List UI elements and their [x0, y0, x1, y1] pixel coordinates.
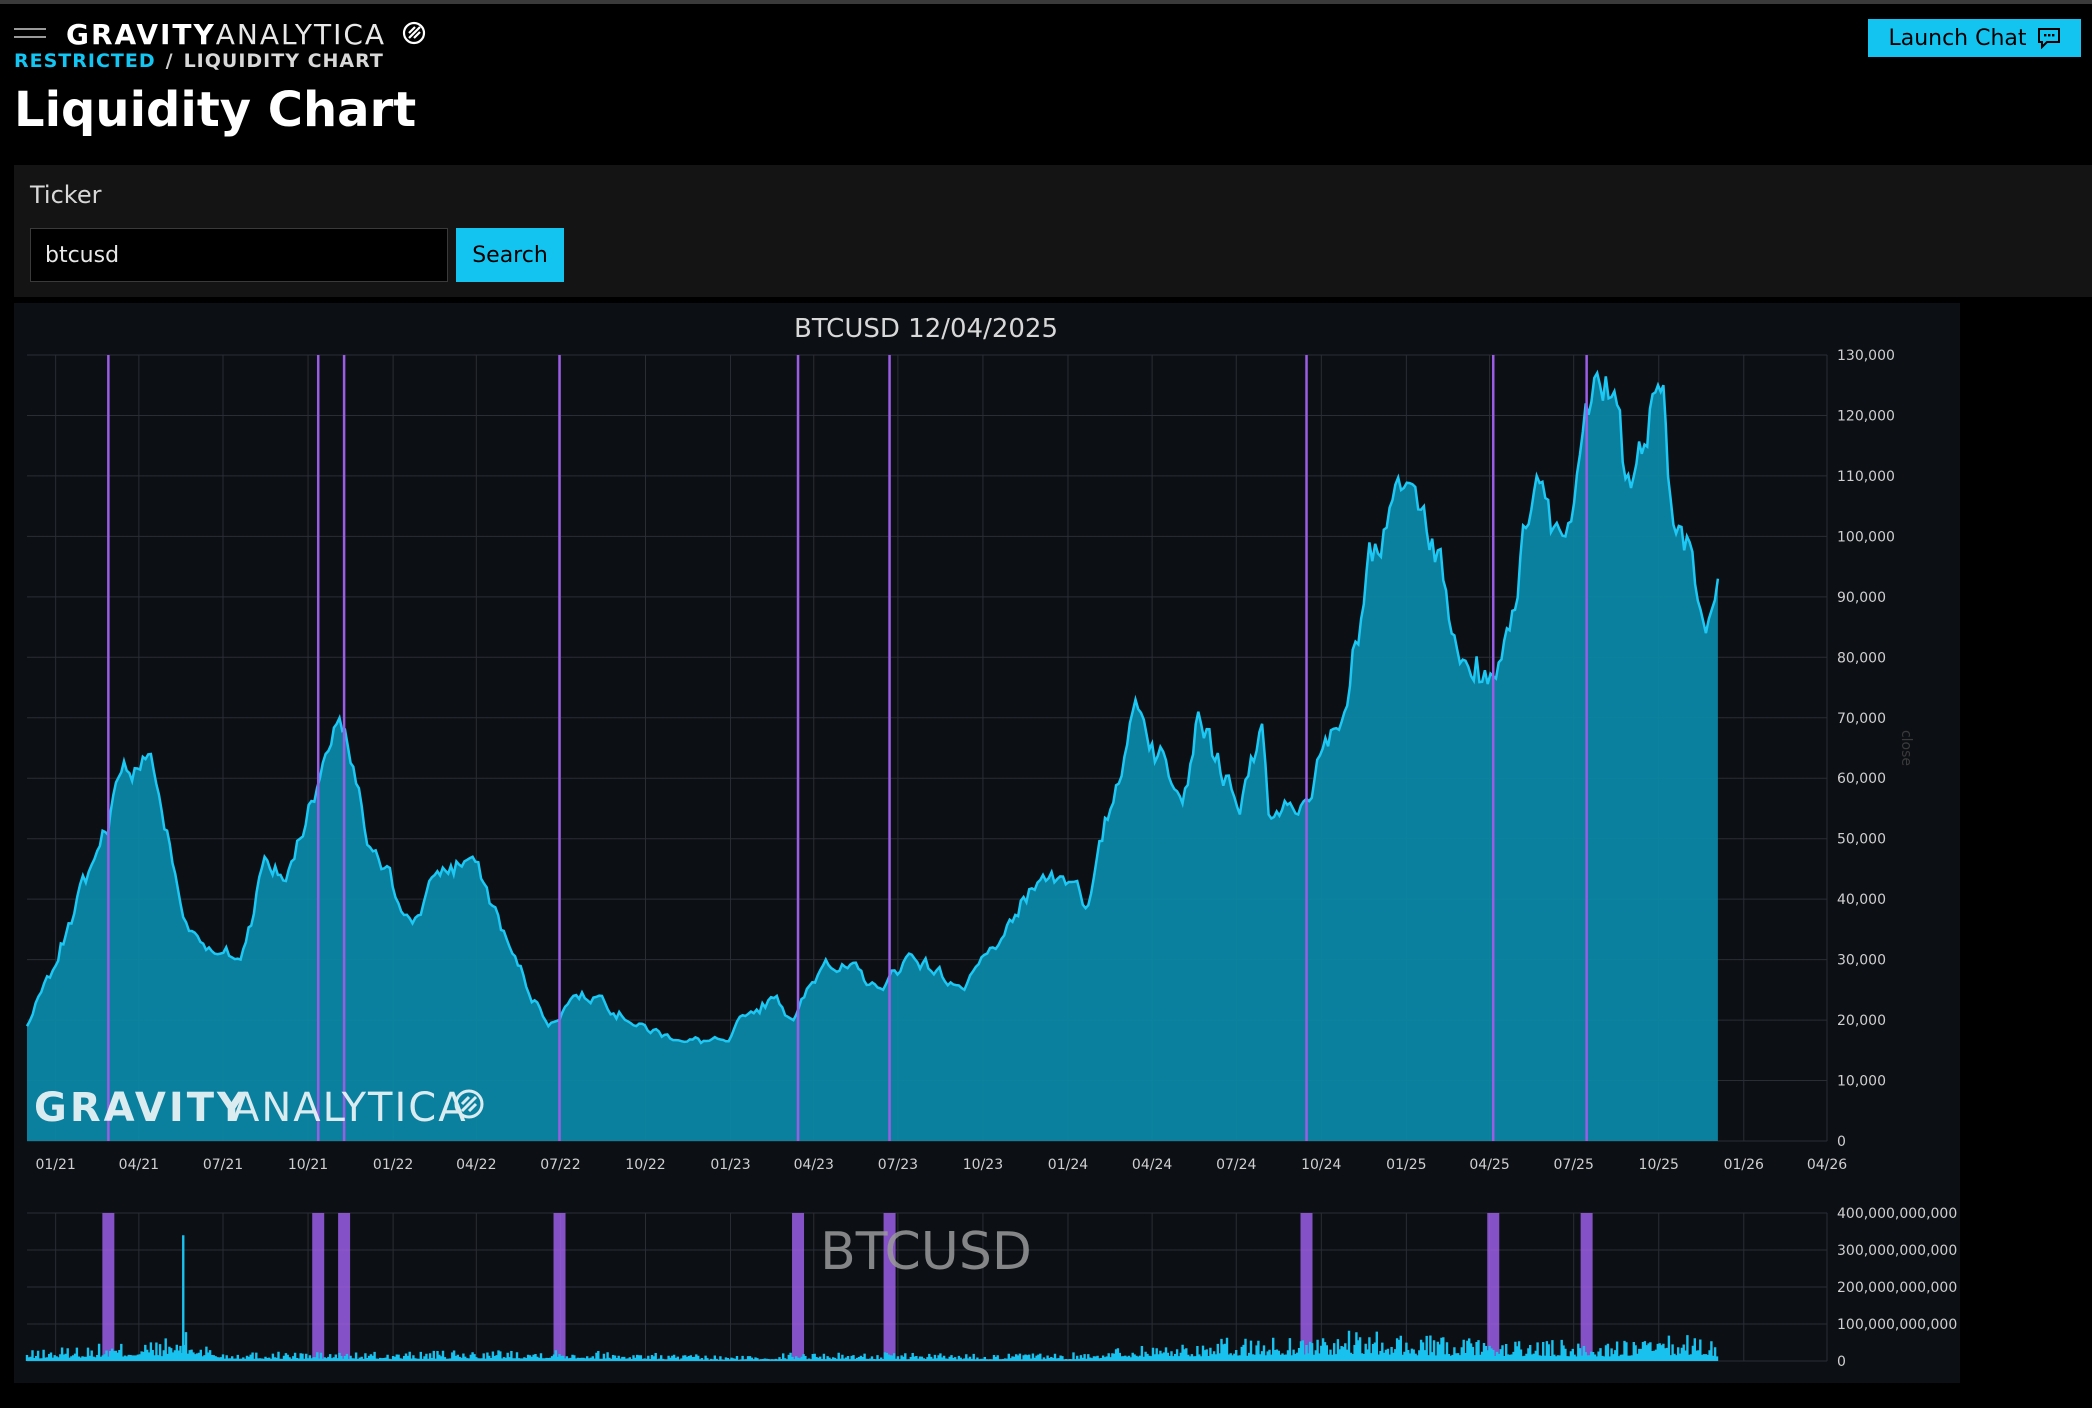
main-chart-title: BTCUSD 12/04/2025	[794, 314, 1058, 344]
main-x-tick-label: 01/26	[1724, 1157, 1764, 1173]
main-y-tick-label: 50,000	[1837, 832, 1886, 848]
volume-chart-axes: 0 100,000,000,000 200,000,000,000 300,000,0…	[1837, 1206, 1957, 1370]
logo-light-text: ANALYTICA	[215, 18, 387, 51]
volume-y-tick-label: 100,000,000,000	[1837, 1317, 1957, 1333]
main-x-tick-label: 10/23	[963, 1157, 1003, 1173]
main-x-tick-label: 01/21	[35, 1157, 75, 1173]
ticker-search-panel: Ticker Search	[14, 165, 2092, 297]
hamburger-menu-icon[interactable]	[14, 28, 46, 44]
main-y-tick-label: 0	[1837, 1134, 1846, 1150]
main-y-tick-label: 70,000	[1837, 711, 1886, 727]
top-border	[0, 0, 2092, 4]
main-chart-ylabel: close	[1898, 730, 1914, 766]
volume-event-band	[883, 1213, 896, 1361]
watermark-light: ANALYTICA	[232, 1085, 468, 1131]
chat-bubble-icon	[2037, 28, 2060, 49]
volume-event-band	[102, 1213, 115, 1361]
volume-event-band	[1487, 1213, 1500, 1361]
volume-y-tick-label: 300,000,000,000	[1837, 1243, 1957, 1259]
main-x-tick-label: 07/24	[1216, 1157, 1256, 1173]
rocket-logo-icon	[402, 21, 426, 45]
page-title: Liquidity Chart	[14, 82, 417, 138]
volume-y-tick-label: 200,000,000,000	[1837, 1280, 1957, 1296]
volume-y-tick-label: 0	[1837, 1354, 1846, 1370]
main-x-tick-label: 01/22	[373, 1157, 413, 1173]
main-x-tick-label: 10/24	[1301, 1157, 1341, 1173]
app-logo[interactable]: GRAVITYANALYTICA	[66, 18, 427, 51]
breadcrumb-restricted[interactable]: RESTRICTED	[14, 50, 156, 72]
main-x-tick-label: 04/23	[794, 1157, 834, 1173]
main-x-tick-label: 04/26	[1807, 1157, 1847, 1173]
main-y-tick-label: 130,000	[1837, 348, 1895, 364]
main-x-tick-label: 01/23	[710, 1157, 750, 1173]
main-x-tick-label: 07/23	[878, 1157, 918, 1173]
main-y-tick-label: 20,000	[1837, 1013, 1886, 1029]
volume-event-band	[1300, 1213, 1313, 1361]
watermark-bold: GRAVITY	[34, 1085, 249, 1131]
volume-event-band	[312, 1213, 325, 1361]
volume-chart-watermark-title: BTCUSD	[820, 1222, 1032, 1282]
main-x-tick-label: 01/25	[1386, 1157, 1426, 1173]
main-x-tick-label: 07/22	[540, 1157, 580, 1173]
logo-bold-text: GRAVITY	[66, 18, 216, 51]
main-y-tick-label: 40,000	[1837, 892, 1886, 908]
main-x-tick-label: 10/21	[288, 1157, 328, 1173]
main-y-tick-label: 90,000	[1837, 590, 1886, 606]
main-x-tick-label: 04/21	[119, 1157, 159, 1173]
volume-bars	[25, 1330, 1719, 1361]
main-y-tick-label: 10,000	[1837, 1074, 1886, 1090]
main-y-tick-label: 100,000	[1837, 529, 1895, 545]
event-lines-layer	[107, 355, 1588, 1141]
ticker-input[interactable]	[30, 228, 448, 282]
main-chart-axes: 0 10,000 20,000 30,000 40,000 50,000 60,000 70,…	[35, 348, 1894, 1173]
main-x-tick-label: 10/25	[1639, 1157, 1679, 1173]
app-header: GRAVITYANALYTICA RESTRICTED / LIQUIDITY CH…	[0, 4, 2092, 72]
price-area	[27, 373, 1718, 1141]
main-x-tick-label: 04/24	[1132, 1157, 1172, 1173]
main-y-tick-label: 120,000	[1837, 408, 1895, 424]
volume-event-band	[338, 1213, 351, 1361]
main-x-tick-label: 04/25	[1469, 1157, 1509, 1173]
volume-chart-grid	[27, 1212, 1828, 1362]
main-y-tick-label: 110,000	[1837, 469, 1895, 485]
volume-y-tick-label: 400,000,000,000	[1837, 1206, 1957, 1222]
main-y-tick-label: 60,000	[1837, 771, 1886, 787]
price-line	[25, 369, 1720, 1045]
gravity-analytica-watermark: GRAVITY ANALYTICA	[34, 1085, 484, 1131]
main-y-tick-label: 80,000	[1837, 650, 1886, 666]
main-y-tick-label: 30,000	[1837, 953, 1886, 969]
main-x-tick-label: 07/21	[203, 1157, 243, 1173]
main-x-tick-label: 07/25	[1554, 1157, 1594, 1173]
liquidity-chart-svg: 0 10,000 20,000 30,000 40,000 50,000 60,000 70,…	[25, 314, 1957, 1370]
price-area-layer	[25, 369, 1720, 1141]
volume-event-band	[553, 1213, 566, 1361]
chart-panel: 0 10,000 20,000 30,000 40,000 50,000 60,000 70,…	[14, 303, 1960, 1383]
search-button[interactable]: Search	[456, 228, 564, 282]
main-x-tick-label: 01/24	[1048, 1157, 1088, 1173]
breadcrumb-liquidity-chart: LIQUIDITY CHART	[183, 50, 384, 72]
volume-event-band	[792, 1213, 805, 1361]
main-x-tick-label: 10/22	[625, 1157, 665, 1173]
breadcrumb-separator: /	[165, 50, 174, 72]
launch-chat-label: Launch Chat	[1888, 25, 2027, 51]
ticker-label: Ticker	[30, 181, 102, 209]
volume-bars-layer	[25, 1235, 1719, 1361]
breadcrumb: RESTRICTED / LIQUIDITY CHART	[14, 50, 384, 72]
volume-event-bands-layer	[102, 1213, 1593, 1361]
main-x-tick-label: 04/22	[456, 1157, 496, 1173]
launch-chat-button[interactable]: Launch Chat	[1868, 19, 2081, 57]
volume-event-band	[1580, 1213, 1593, 1361]
watermark-rocket-icon	[454, 1089, 484, 1119]
